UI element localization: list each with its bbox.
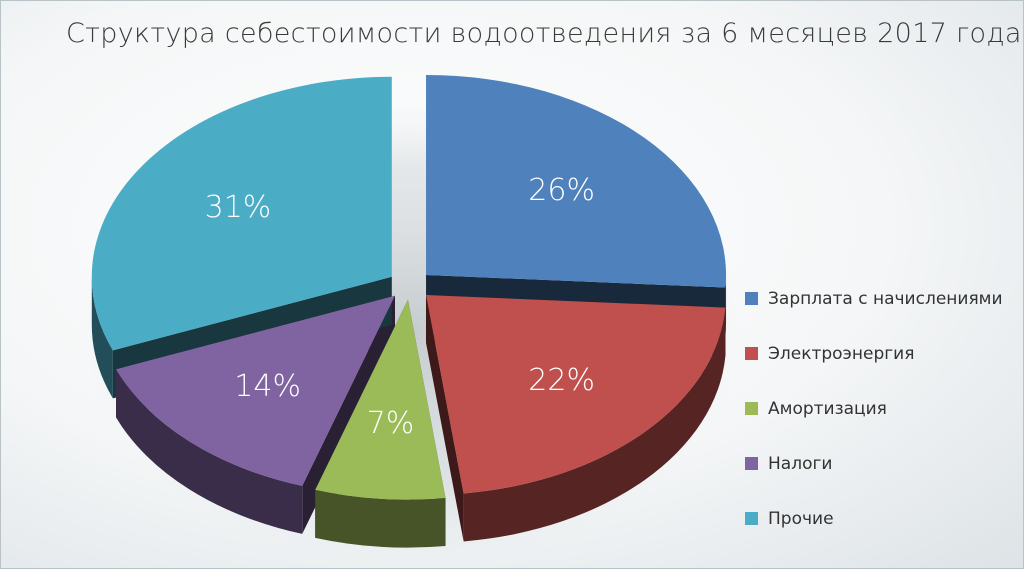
pie-slice xyxy=(426,295,726,494)
pie-slice xyxy=(116,295,395,486)
slice-cut-face xyxy=(426,295,464,542)
pie-slice xyxy=(426,74,727,288)
slice-rim xyxy=(315,489,446,548)
legend-label: Прочие xyxy=(768,508,834,529)
chart-title: Структура себестоимости водоотведения за… xyxy=(66,18,1022,49)
pie-slice xyxy=(91,76,392,351)
slice-label: 26% xyxy=(528,173,595,208)
slice-label: 7% xyxy=(367,406,415,441)
legend-label: Электроэнергия xyxy=(768,343,915,364)
legend-item: Прочие xyxy=(745,505,1003,532)
legend-label: Амортизация xyxy=(768,398,887,419)
legend-item: Зарплата с начислениями xyxy=(745,285,1003,312)
legend-swatch xyxy=(745,512,758,525)
slice-label: 31% xyxy=(205,190,272,225)
legend: Зарплата с начислениями Электроэнергия А… xyxy=(745,285,1003,560)
pie-labels: 26% 22% 7% 14% 31% xyxy=(205,173,595,441)
slice-label: 22% xyxy=(528,363,595,398)
pie-tops xyxy=(91,74,727,500)
legend-swatch xyxy=(745,292,758,305)
slice-rim xyxy=(91,276,113,399)
slice-rim xyxy=(116,369,303,534)
pie-slice xyxy=(315,299,446,500)
legend-item: Амортизация xyxy=(745,395,1003,422)
legend-label: Налоги xyxy=(768,453,833,474)
legend-item: Налоги xyxy=(745,450,1003,477)
legend-item: Электроэнергия xyxy=(745,340,1003,367)
legend-swatch xyxy=(745,402,758,415)
slice-rim xyxy=(725,274,727,336)
slice-rim xyxy=(463,307,726,542)
slice-label: 14% xyxy=(234,369,301,404)
legend-label: Зарплата с начислениями xyxy=(768,288,1003,309)
legend-swatch xyxy=(745,347,758,360)
legend-swatch xyxy=(745,457,758,470)
